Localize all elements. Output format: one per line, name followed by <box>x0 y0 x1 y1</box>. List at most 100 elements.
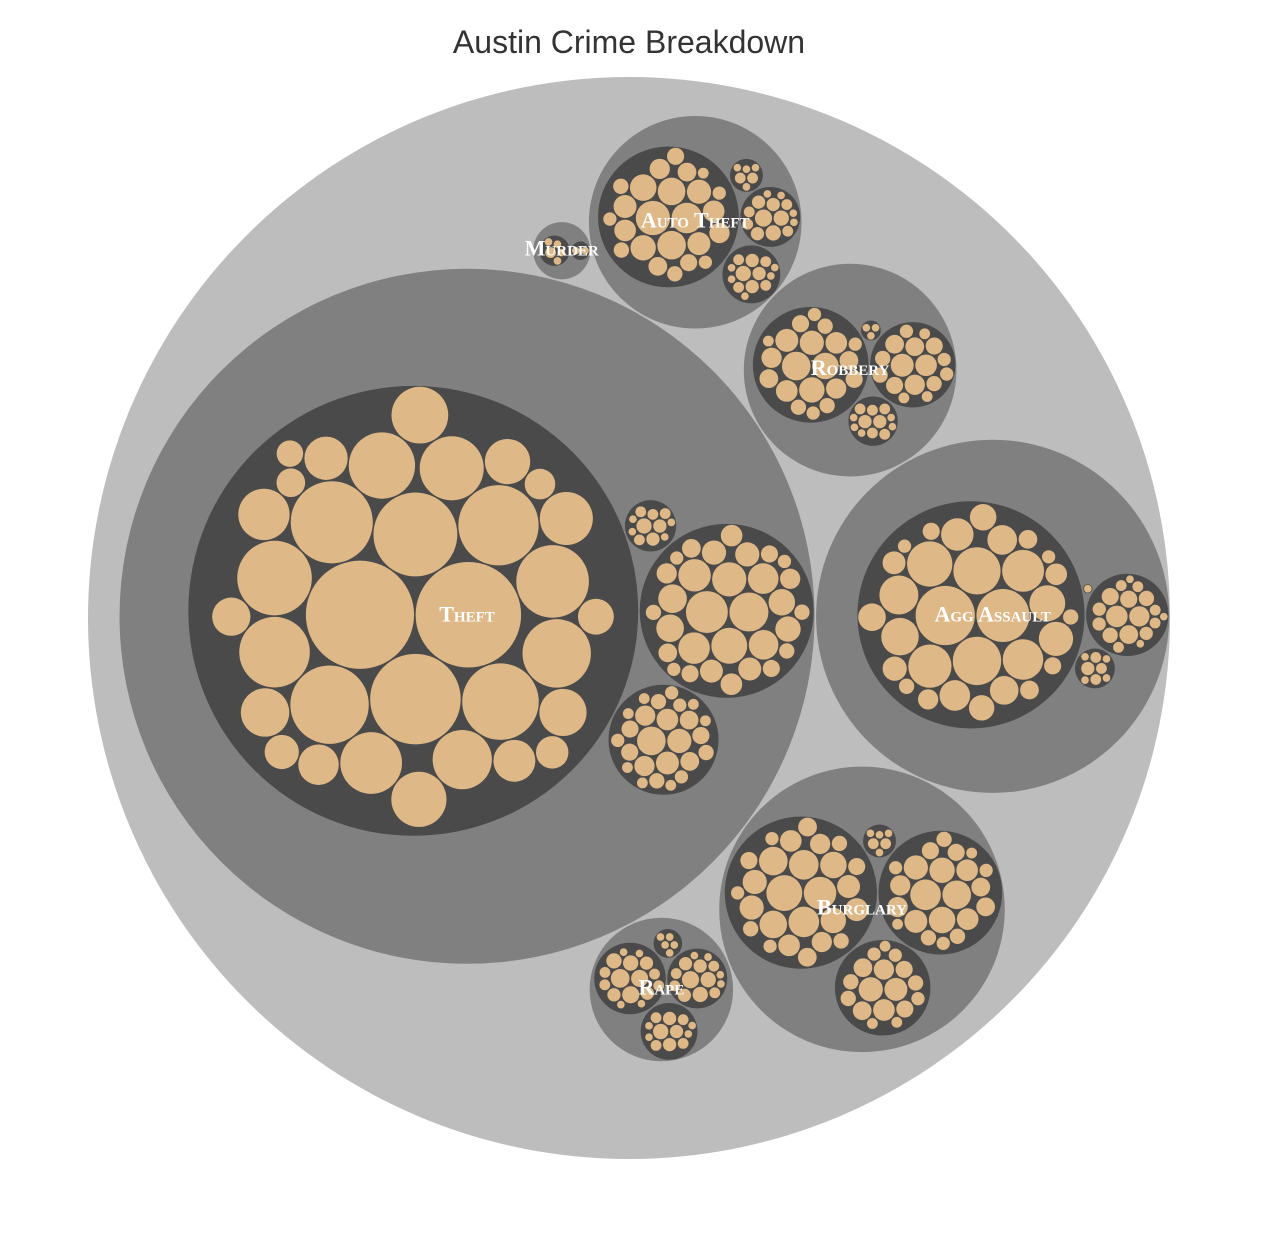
rape-leaf-circle <box>670 941 679 949</box>
burglary-leaf-circle <box>778 934 800 957</box>
agg-assault-leaf-circle <box>1102 627 1118 643</box>
auto-theft-leaf-circle <box>727 275 736 284</box>
rape-leaf-circle <box>650 1012 662 1024</box>
rape-leaf-circle <box>640 986 654 1000</box>
auto-theft-leaf-circle <box>603 212 617 226</box>
burglary-leaf-circle <box>742 869 767 895</box>
auto-theft-leaf-circle <box>614 219 636 242</box>
theft-leaf-circle <box>622 762 633 773</box>
theft-leaf-circle <box>775 616 801 642</box>
agg-assault-leaf-circle <box>917 689 939 710</box>
agg-assault-leaf-circle <box>1044 657 1062 675</box>
theft-leaf-circle <box>779 643 795 659</box>
burglary-leaf-circle <box>779 830 802 852</box>
theft-leaf-circle <box>685 591 728 634</box>
murder-leaf-circle <box>545 247 556 258</box>
auto-theft-leaf-circle <box>743 206 755 218</box>
rape-leaf-circle <box>635 949 644 958</box>
theft-leaf-circle <box>658 643 678 663</box>
rape-leaf-circle <box>665 949 674 957</box>
robbery-leaf-circle <box>871 323 880 332</box>
burglary-leaf-circle <box>867 838 879 850</box>
theft-leaf-circle <box>240 688 290 737</box>
theft-leaf-circle <box>720 673 743 696</box>
burglary-leaf-circle <box>848 857 866 876</box>
category-label-murder: Murder <box>525 236 599 261</box>
auto-theft-leaf-circle <box>763 190 772 198</box>
robbery-leaf-circle <box>812 352 839 380</box>
auto-theft-leaf-circle <box>741 292 749 300</box>
theft-leaf-circle <box>415 562 522 668</box>
auto-theft-leaf-circle <box>750 227 765 241</box>
agg-assault-leaf-circle <box>1119 625 1139 644</box>
burglary-leaf-circle <box>759 910 788 939</box>
agg-assault-leaf-circle <box>968 695 995 721</box>
agg-assault-leaf-circle <box>1090 674 1102 685</box>
agg-assault-leaf-circle <box>915 585 975 646</box>
category-label-rape: Rape <box>638 975 684 1000</box>
agg-assault-leaf-circle <box>897 539 912 553</box>
theft-leaf-circle <box>720 524 743 547</box>
auto-theft-leaf-circle <box>751 163 760 172</box>
burglary-leaf-circle <box>740 851 758 870</box>
theft-leaf-circle <box>660 533 669 541</box>
burglary-leaf-circle <box>880 838 892 850</box>
theft-leaf-circle <box>649 773 665 789</box>
theft-leaf-circle <box>238 488 290 541</box>
theft-leaf-circle <box>656 563 677 584</box>
robbery-leaf-circle <box>819 397 835 414</box>
robbery-leaf-circle <box>775 328 799 352</box>
burglary-leaf-circle <box>840 990 856 1007</box>
burglary-leaf-circle <box>820 851 847 879</box>
auto-theft-leaf-circle <box>745 253 759 268</box>
theft-leaf-circle <box>680 752 700 771</box>
burglary-leaf-circle <box>797 947 817 967</box>
murder-leaf-circle <box>557 248 566 257</box>
murder-leaf-circle <box>544 238 553 246</box>
burglary-leaf-circle <box>831 835 848 852</box>
theft-leaf-circle <box>484 438 531 485</box>
theft-leaf-circle <box>276 468 306 498</box>
auto-theft-leaf-circle <box>777 191 785 200</box>
burglary-leaf-circle <box>765 831 779 846</box>
rape-leaf-circle <box>717 980 725 988</box>
theft-leaf-circle <box>638 693 650 705</box>
robbery-leaf-circle <box>879 403 891 415</box>
theft-leaf-circle <box>276 440 304 467</box>
burglary-leaf-circle <box>788 906 820 938</box>
agg-assault-leaf-circle <box>1132 581 1144 593</box>
burglary-leaf-circle <box>956 908 979 930</box>
rape-leaf-circle <box>649 968 660 980</box>
agg-assault-leaf-circle <box>1081 676 1089 684</box>
agg-assault-leaf-circle <box>881 617 919 656</box>
burglary-leaf-circle <box>766 875 803 912</box>
agg-assault-leaf-circle <box>987 525 1018 555</box>
robbery-leaf-circle <box>867 427 878 439</box>
burglary-leaf-circle <box>811 931 832 953</box>
theft-leaf-circle <box>667 662 681 676</box>
auto-theft-leaf-circle <box>752 266 766 281</box>
rape-leaf-circle <box>637 999 646 1008</box>
auto-theft-leaf-circle <box>766 197 780 212</box>
burglary-leaf-circle <box>875 848 884 857</box>
robbery-leaf-circle <box>839 351 859 370</box>
burglary-leaf-circle <box>873 999 895 1021</box>
agg-assault-leaf-circle <box>1138 590 1155 607</box>
burglary-leaf-circle <box>971 877 991 897</box>
rape-leaf-circle <box>688 1021 697 1030</box>
robbery-leaf-circle <box>781 351 811 381</box>
theft-leaf-circle <box>290 665 369 744</box>
theft-leaf-circle <box>577 598 614 635</box>
agg-assault-leaf-circle <box>858 603 886 631</box>
agg-assault-leaf-circle <box>1092 602 1106 616</box>
theft-leaf-circle <box>637 726 666 756</box>
auto-theft-leaf-circle <box>702 200 725 223</box>
theft-leaf-circle <box>748 629 779 660</box>
agg-assault-leaf-circle <box>898 678 915 694</box>
theft-leaf-circle <box>692 727 710 745</box>
burglary-leaf-circle <box>956 859 978 882</box>
theft-leaf-circle <box>667 728 692 754</box>
theft-leaf-circle <box>621 743 639 761</box>
burglary-leaf-circle <box>788 849 819 880</box>
